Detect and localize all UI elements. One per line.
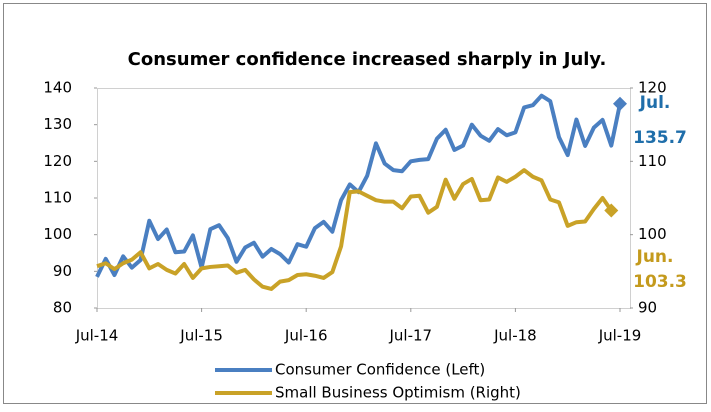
x-tick-label: Jul-18 [493, 327, 537, 345]
y-tick-label: 100 [43, 225, 72, 243]
y2-tick-label: 120 [638, 79, 667, 97]
annotation: 135.7 [633, 128, 687, 148]
y-tick-label: 130 [43, 115, 72, 133]
y2-tick-label: 90 [638, 299, 657, 317]
annotation: Jun. [636, 247, 674, 267]
y-tick-label: 80 [53, 299, 72, 317]
plot-area [97, 88, 631, 309]
x-tick-label: Jul-17 [388, 327, 432, 345]
frame [3, 3, 707, 404]
x-tick-label: Jul-14 [75, 327, 119, 345]
series-line [95, 93, 622, 278]
x-tick-label: Jul-15 [179, 327, 223, 345]
legend-label: Small Business Optimism (Right) [275, 384, 521, 402]
y-tick-label: 110 [43, 189, 72, 207]
y-tick-label: 140 [43, 79, 72, 97]
annotation: 103.3 [633, 272, 687, 292]
y-tick-label: 90 [53, 262, 72, 280]
y2-tick-label: 110 [638, 152, 667, 170]
end-marker [613, 96, 627, 111]
end-marker [604, 203, 619, 218]
x-tick-label: Jul-16 [284, 327, 328, 345]
y2-tick-label: 100 [638, 225, 667, 243]
chart-title: Consumer confidence increased sharply in… [128, 49, 607, 70]
x-tick-label: Jul-19 [598, 327, 642, 345]
y-tick-label: 120 [43, 152, 72, 170]
series-line [96, 168, 613, 291]
annotation: Jul. [639, 93, 671, 113]
legend-label: Consumer Confidence (Left) [275, 361, 485, 379]
